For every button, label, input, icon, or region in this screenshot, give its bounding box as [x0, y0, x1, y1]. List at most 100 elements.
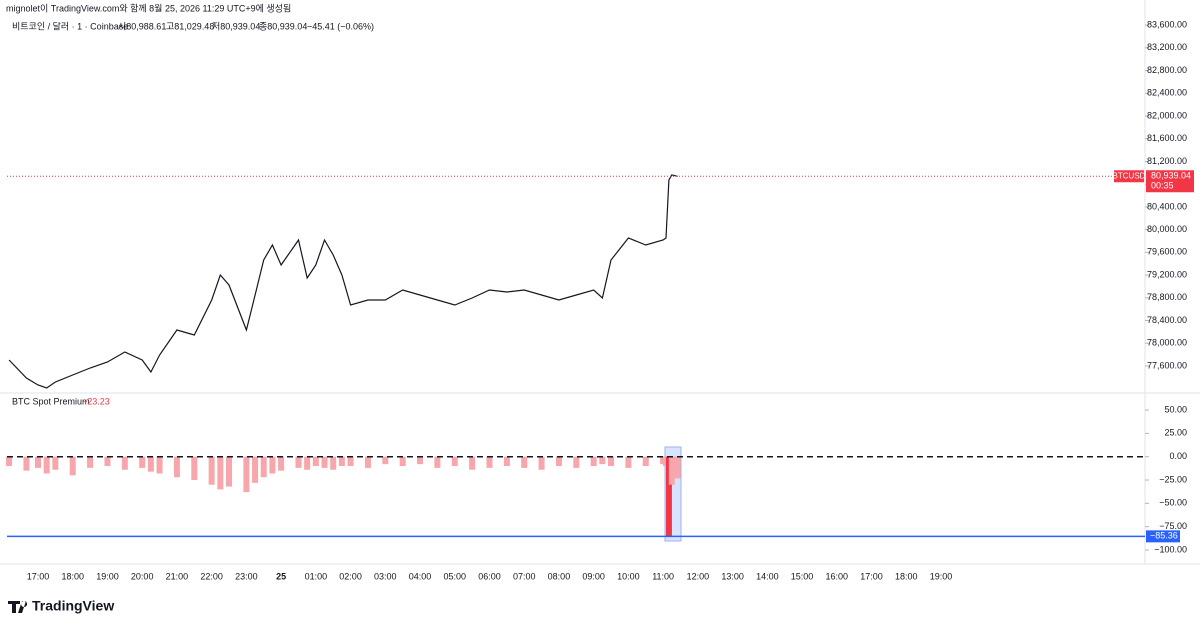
premium-bar [573, 456, 580, 468]
x-tick-label: 22:00 [200, 571, 223, 581]
y-tick-label: 80,400.00 [1147, 201, 1187, 211]
premium-bar [642, 456, 649, 467]
premium-bar [173, 456, 180, 478]
premium-bar [69, 456, 76, 476]
logo-text: TradingView [32, 598, 114, 614]
close: 종80,939.04 [259, 21, 307, 31]
premium-bar [608, 456, 615, 467]
premium-bar [104, 456, 111, 467]
x-tick-label: 20:00 [131, 571, 154, 581]
premium-bar [260, 456, 267, 478]
x-tick-label: 09:00 [582, 571, 605, 581]
premium-bar [434, 456, 441, 468]
premium-bar [665, 456, 672, 537]
premium-bar [625, 456, 632, 468]
x-tick-label: 07:00 [513, 571, 536, 581]
premium-bar [338, 456, 345, 467]
premium-bar [121, 456, 128, 470]
y-tick-label: 82,000.00 [1147, 110, 1187, 120]
y-tick-label: 83,200.00 [1147, 42, 1187, 52]
symbol-tag [1114, 170, 1144, 183]
premium-bar [668, 456, 675, 485]
y-tick-label: 82,400.00 [1147, 88, 1187, 98]
premium-bar [252, 456, 259, 483]
logo-mark [8, 601, 28, 613]
premium-bar [295, 456, 302, 468]
x-tick-label: 14:00 [756, 571, 779, 581]
premium-bar [674, 456, 681, 479]
premium-bar [191, 456, 198, 481]
low: 저80,939.04 [212, 21, 260, 31]
y-tick-label: −50.00 [1159, 498, 1187, 508]
premium-bar [43, 456, 50, 474]
x-tick-label: 08:00 [548, 571, 571, 581]
credit: mignolet이 TradingView.com와 함께 8월 25, 202… [6, 2, 291, 13]
premium-bar [521, 456, 528, 468]
x-tick-label: 19:00 [96, 571, 119, 581]
symbol: 비트코인 / 달러 · 1 · Coinbase [12, 20, 128, 31]
countdown: 00:35 [1151, 181, 1174, 191]
premium-bar [243, 456, 250, 493]
y-tick-label: 78,800.00 [1147, 292, 1187, 302]
indicator-title: BTC Spot Premium [12, 396, 90, 406]
y-tick-label: 25.00 [1164, 428, 1187, 438]
premium-bar [503, 456, 510, 467]
premium-bar [417, 456, 424, 465]
y-tick-label: 79,600.00 [1147, 247, 1187, 257]
premium-bar [538, 456, 545, 470]
premium-bar [52, 456, 59, 470]
y-tick-label: 81,600.00 [1147, 133, 1187, 143]
y-tick-label: −75.00 [1159, 521, 1187, 531]
premium-bar [312, 456, 319, 467]
y-tick-label: 82,800.00 [1147, 65, 1187, 75]
indicator-value: −23.23 [82, 396, 110, 406]
x-tick-label: 11:00 [652, 571, 674, 581]
x-tick-label: 03:00 [374, 571, 397, 581]
x-tick-label: 21:00 [166, 571, 189, 581]
premium-bar [364, 456, 371, 468]
x-tick-label: 25 [276, 571, 286, 581]
price-line [8, 174, 678, 389]
premium-bar [35, 456, 41, 468]
price-tag-label: 80,939.04 [1151, 171, 1191, 181]
x-tick-label: 23:00 [235, 571, 258, 581]
y-tick-label: 77,600.00 [1147, 360, 1187, 370]
premium-bar [87, 456, 94, 468]
x-tick-label: 06:00 [478, 571, 501, 581]
premium-bar [599, 456, 606, 465]
y-tick-label: 50.00 [1164, 404, 1187, 414]
premium-bar [226, 456, 233, 487]
x-tick-label: 01:00 [305, 571, 328, 581]
premium-bar [269, 456, 276, 474]
premium-bar [451, 456, 458, 467]
premium-bar [139, 456, 146, 468]
symbol-tag-label: BTCUSD [1113, 171, 1146, 180]
x-tick-label: 15:00 [791, 571, 814, 581]
premium-bar [486, 456, 493, 468]
y-tick-label: 78,000.00 [1147, 338, 1187, 348]
x-tick-label: 16:00 [826, 571, 849, 581]
premium-bar [347, 456, 354, 467]
y-tick-label: 79,200.00 [1147, 269, 1187, 279]
premium-bar [555, 456, 562, 467]
premium-bar [321, 456, 328, 468]
y-tick-label: 83,600.00 [1147, 19, 1187, 29]
premium-bar [217, 456, 224, 490]
y-tick-label: −100.00 [1154, 544, 1187, 554]
premium-bar [382, 456, 389, 465]
premium-bar [469, 456, 476, 470]
premium-bar [590, 456, 597, 467]
change: −45.41 (−0.06%) [307, 21, 374, 31]
x-tick-label: 05:00 [443, 571, 466, 581]
x-tick-label: 12:00 [687, 571, 710, 581]
premium-bar [208, 456, 215, 485]
y-tick-label: −25.00 [1159, 474, 1187, 484]
y-tick-label: 0.00 [1169, 451, 1187, 461]
premium-bar [147, 456, 154, 472]
x-tick-label: 18:00 [895, 571, 918, 581]
x-tick-label: 10:00 [617, 571, 640, 581]
premium-bar [278, 456, 285, 471]
x-tick-label: 17:00 [27, 571, 50, 581]
